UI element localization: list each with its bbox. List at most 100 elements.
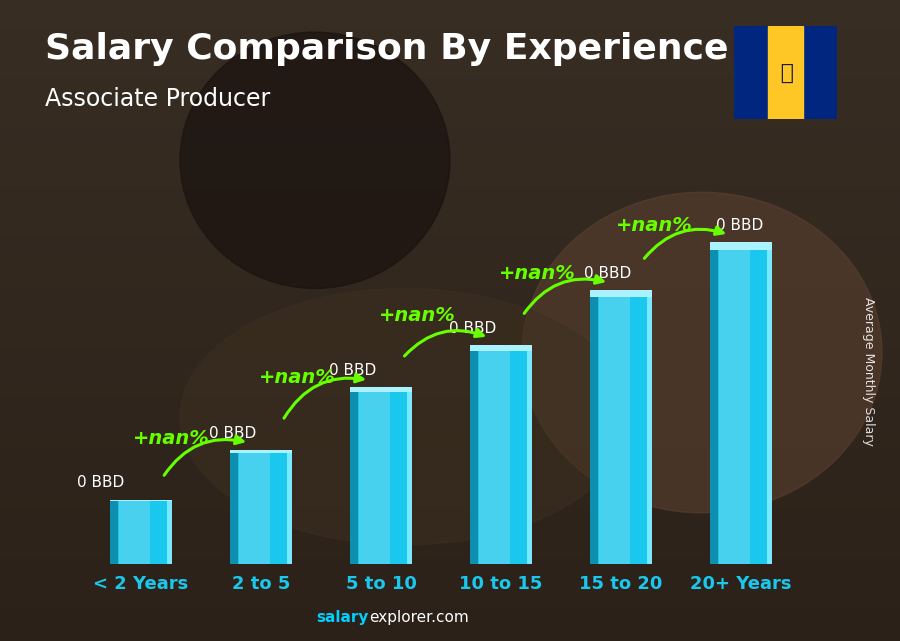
Bar — [119, 500, 150, 564]
Bar — [0, 90, 900, 96]
Bar — [0, 109, 900, 115]
Bar — [0, 26, 900, 32]
Bar — [0, 622, 900, 628]
Text: 0 BBD: 0 BBD — [76, 476, 124, 490]
Text: +nan%: +nan% — [132, 429, 210, 448]
Bar — [0, 353, 900, 359]
Bar — [0, 269, 900, 276]
Bar — [767, 242, 772, 564]
Bar — [479, 345, 510, 564]
Bar — [0, 301, 900, 308]
Bar — [479, 345, 510, 564]
Bar — [0, 346, 900, 353]
Bar — [599, 290, 630, 564]
Bar — [239, 450, 270, 564]
Bar — [0, 564, 900, 570]
Bar — [350, 387, 358, 564]
Bar — [0, 526, 900, 532]
Bar — [0, 250, 900, 256]
Bar — [710, 242, 772, 564]
Bar — [0, 481, 900, 487]
Bar — [0, 340, 900, 346]
Text: +nan%: +nan% — [258, 369, 336, 387]
Bar — [0, 135, 900, 141]
Bar — [0, 596, 900, 603]
Bar — [0, 449, 900, 455]
Bar — [239, 450, 270, 564]
Ellipse shape — [180, 32, 450, 288]
Bar — [599, 290, 630, 564]
Bar — [719, 242, 751, 564]
Bar — [0, 179, 900, 186]
Bar — [0, 147, 900, 154]
Text: 0 BBD: 0 BBD — [448, 321, 496, 336]
Bar — [734, 26, 768, 119]
Bar — [0, 83, 900, 90]
Bar — [0, 77, 900, 83]
Bar — [599, 290, 630, 564]
Bar — [0, 212, 900, 218]
Bar — [0, 327, 900, 333]
Bar — [479, 345, 510, 564]
Bar — [0, 372, 900, 378]
Bar — [0, 103, 900, 109]
Bar — [0, 333, 900, 340]
Bar — [350, 387, 412, 392]
Bar — [599, 290, 630, 564]
Bar — [0, 244, 900, 250]
Bar — [0, 186, 900, 192]
Bar — [119, 500, 150, 564]
Bar — [0, 38, 900, 45]
Bar — [0, 288, 900, 295]
Bar — [119, 500, 150, 564]
Bar — [0, 519, 900, 526]
Bar — [0, 141, 900, 147]
Text: 0 BBD: 0 BBD — [328, 363, 376, 378]
Bar — [0, 570, 900, 577]
Bar — [0, 442, 900, 449]
Bar — [0, 205, 900, 212]
Bar — [0, 410, 900, 417]
Bar — [0, 359, 900, 365]
Text: Average Monthly Salary: Average Monthly Salary — [862, 297, 875, 446]
Bar — [0, 506, 900, 513]
Bar — [359, 387, 391, 564]
Bar — [0, 423, 900, 429]
Bar — [359, 387, 391, 564]
Bar — [0, 538, 900, 545]
Text: 0 BBD: 0 BBD — [716, 218, 763, 233]
Bar — [0, 51, 900, 58]
Bar — [119, 500, 150, 564]
Bar — [479, 345, 510, 564]
Bar — [119, 500, 150, 564]
Bar — [0, 500, 900, 506]
Bar — [0, 365, 900, 372]
Bar — [0, 192, 900, 199]
Bar — [0, 71, 900, 77]
Bar — [359, 387, 391, 564]
Bar — [119, 500, 150, 564]
Bar — [479, 345, 510, 564]
Bar — [359, 387, 391, 564]
Bar — [646, 290, 652, 564]
Bar — [479, 345, 510, 564]
Bar — [239, 450, 270, 564]
Bar — [0, 462, 900, 468]
Bar — [110, 500, 172, 564]
Bar — [110, 500, 118, 564]
Text: +nan%: +nan% — [379, 306, 455, 325]
Bar — [0, 615, 900, 622]
Bar — [0, 577, 900, 583]
Bar — [768, 26, 803, 119]
Bar — [407, 387, 412, 564]
Bar — [0, 276, 900, 282]
Bar — [599, 290, 630, 564]
Text: +nan%: +nan% — [616, 216, 693, 235]
Bar — [0, 6, 900, 13]
Bar — [0, 160, 900, 167]
Bar — [0, 628, 900, 635]
Bar — [599, 290, 630, 564]
Bar — [0, 455, 900, 462]
Bar — [239, 450, 270, 564]
Text: ⸸: ⸸ — [778, 62, 792, 82]
